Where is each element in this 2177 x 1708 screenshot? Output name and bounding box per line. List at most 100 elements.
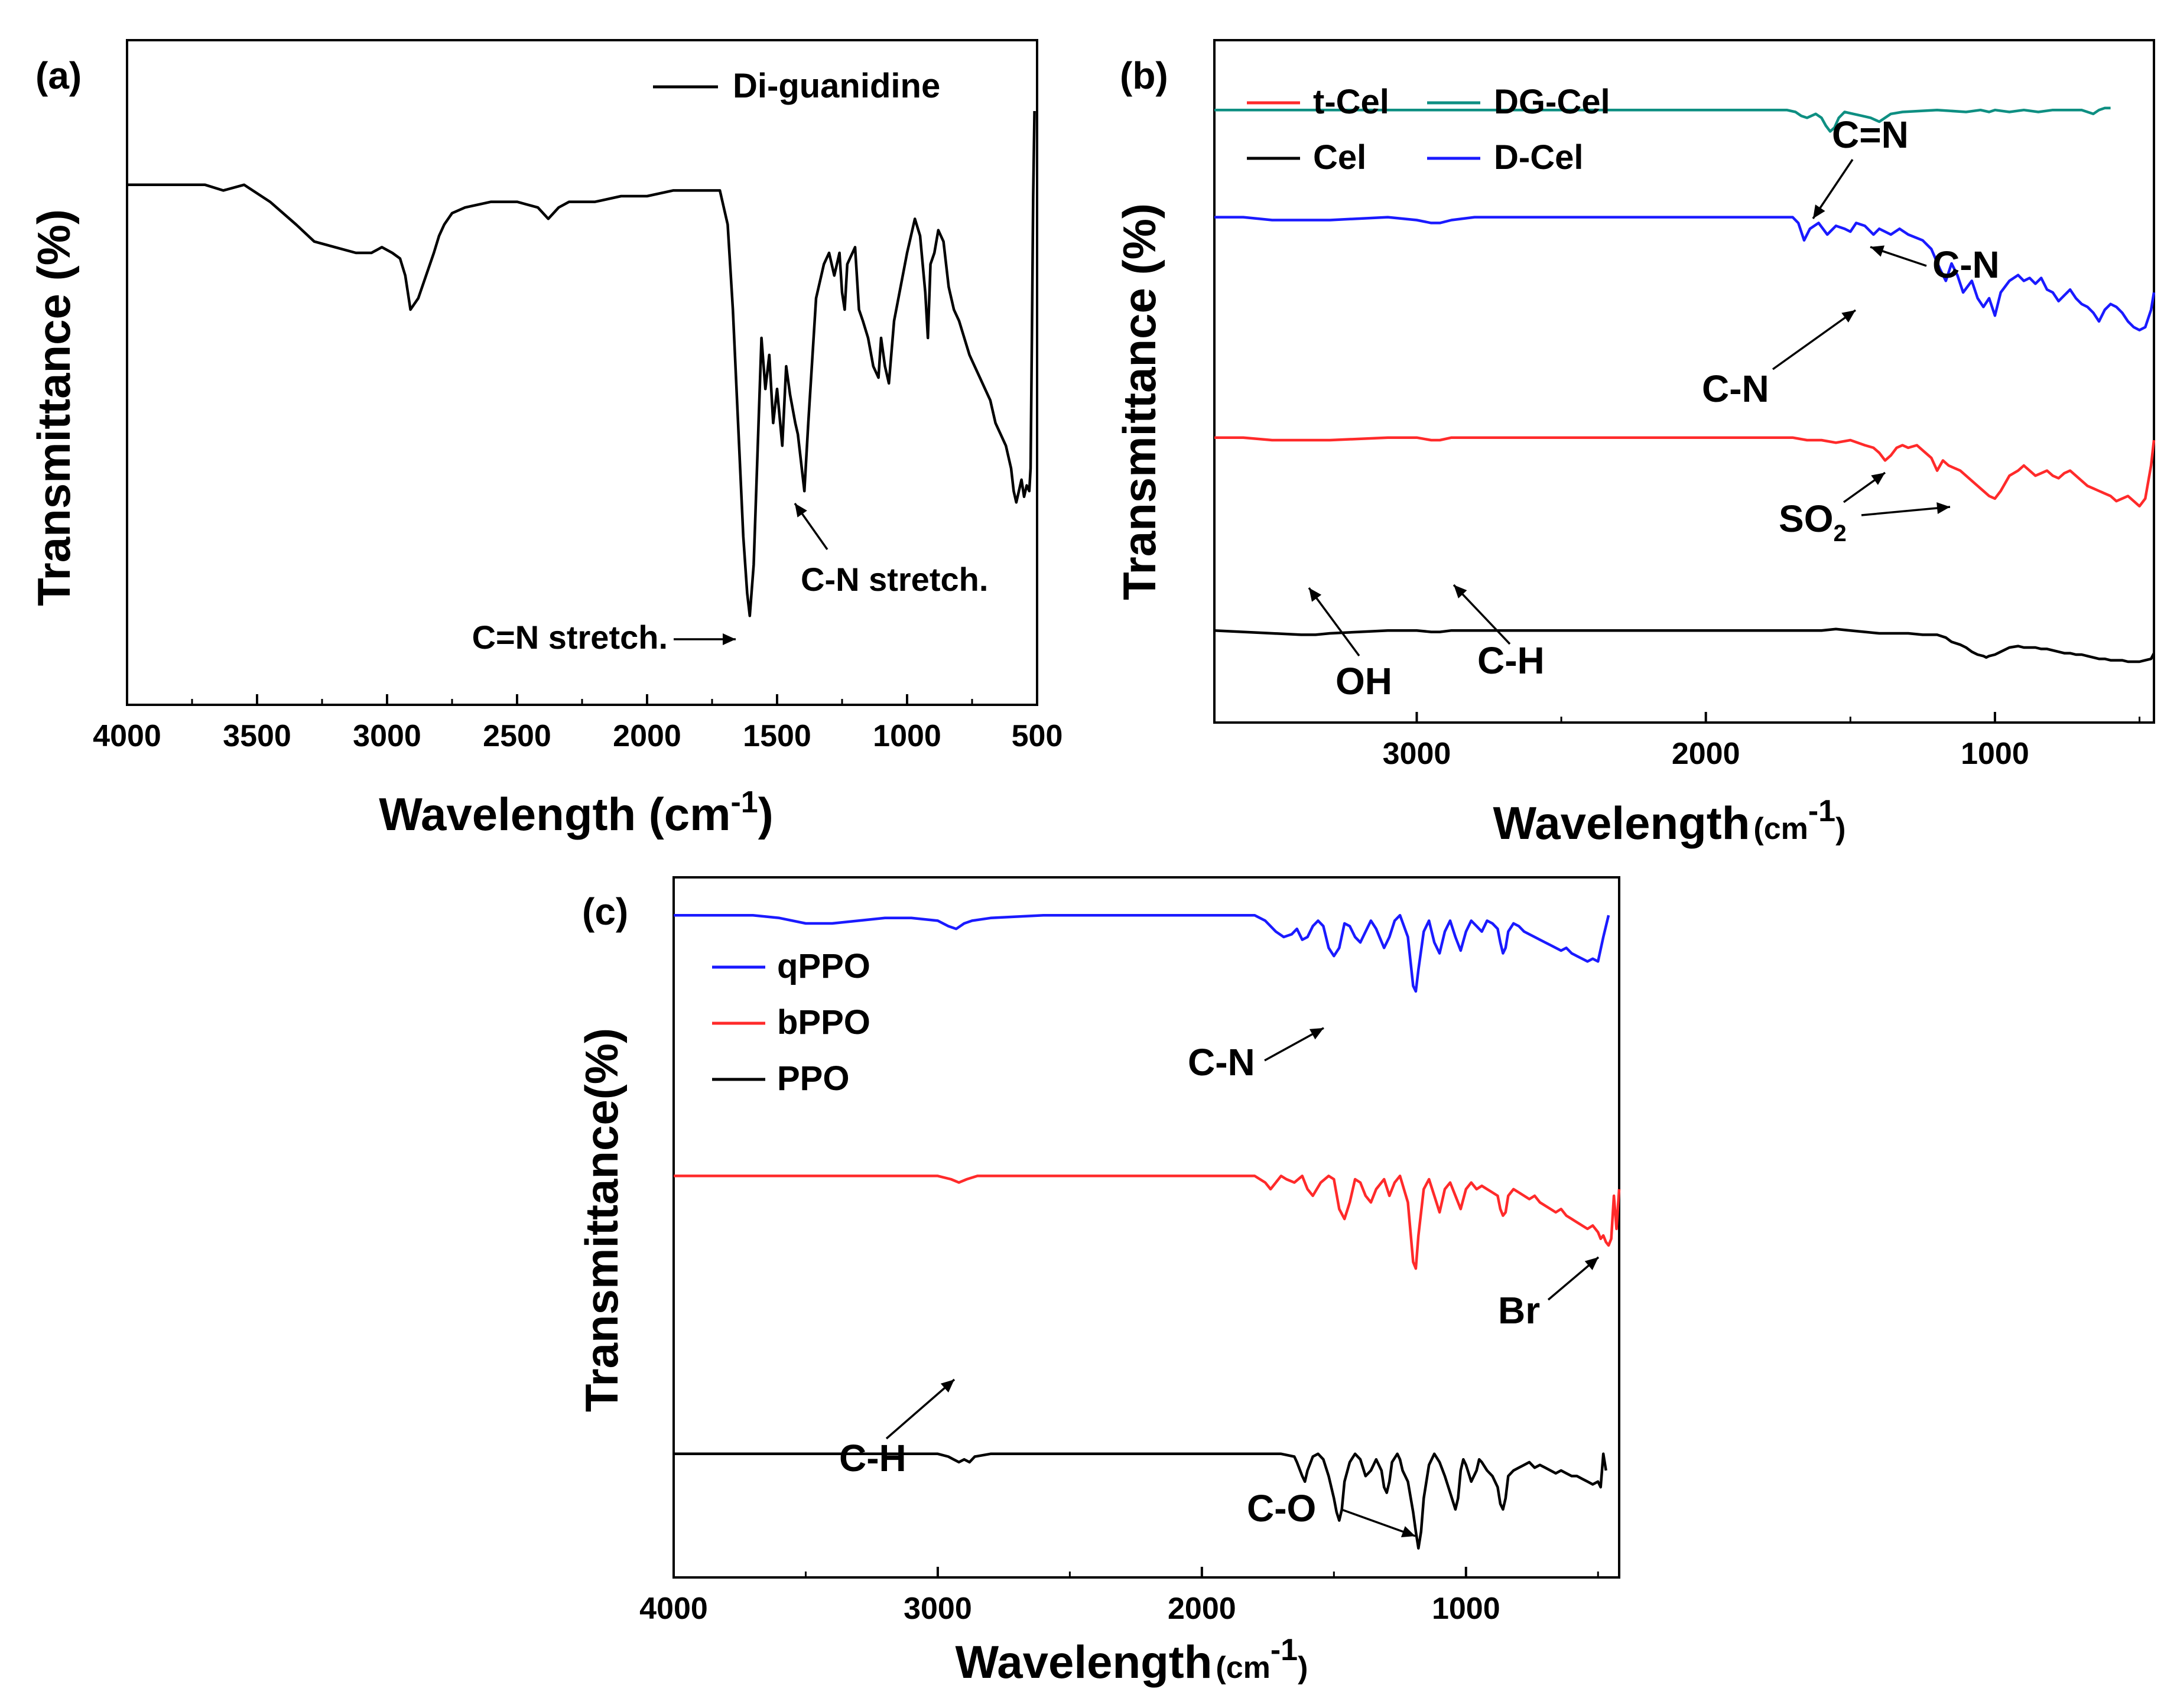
annotation-arrowhead <box>795 503 807 518</box>
annotation-label: C-O <box>1247 1487 1316 1530</box>
legend-label: D-Cel <box>1494 138 1583 177</box>
annotation-text: C=N <box>1832 113 1909 156</box>
annotation-text: C=N stretch. <box>472 619 668 656</box>
annotation-label: C-N <box>1932 243 2000 286</box>
panel-a-plot: 4000 3500 3000 2500 2000 1500 1000 500 Di-guanid… <box>93 39 1063 753</box>
plot-frame <box>1213 39 2155 724</box>
annotation-label: C-N stretch. <box>801 561 988 598</box>
annotation-arrow-line <box>1308 587 1360 657</box>
panel-c-xlabel-sup: -1 <box>1271 1633 1298 1667</box>
panel-c-plot: 4000 3000 2000 1000 qPPO bPPO PPO C-N Br C-H C-O <box>639 876 1621 1626</box>
panel-b-y-axis-title: Transmittance (%) <box>1113 203 1165 600</box>
panel-b-xlabel-close: ) <box>1835 812 1845 846</box>
annotation-arrowhead <box>1584 1257 1598 1270</box>
x-tick-label: 1000 <box>1432 1592 1500 1626</box>
annotation-label: C=N stretch. <box>472 619 668 656</box>
panel-b-ylabel: Transmittance (%) <box>1113 203 1165 600</box>
legend-label: Cel <box>1313 138 1366 177</box>
panel-a-xlabel-text: Wavelength (cm <box>379 788 730 840</box>
annotation-arrowhead <box>1454 585 1467 598</box>
series-line-d-cel <box>1214 216 2156 331</box>
panel-c-y-axis-title: Transmittance(%) <box>576 1028 628 1412</box>
annotation-text: C-N <box>1188 1041 1255 1084</box>
annotation-label: OH <box>1336 660 1392 702</box>
annotation-arrowhead <box>1309 588 1322 602</box>
annotation-arrowhead <box>1813 204 1825 219</box>
annotation-text: C-H <box>839 1437 906 1479</box>
annotation-label: SO2 <box>1779 497 1847 546</box>
x-tick-label: 1000 <box>1961 737 2029 771</box>
x-tick-label: 3000 <box>353 719 421 753</box>
series-line-ppo <box>674 1452 1607 1550</box>
annotation-text: SO <box>1779 497 1833 540</box>
panel-c-xlabel: Wavelength (cm-1) <box>956 1633 1308 1688</box>
panel-b-plot: 3000 2000 1000 t-Cel DG-Cel Cel D-Cel C=N C-N C-N… <box>1213 39 2156 771</box>
series-line-bppo <box>674 1175 1621 1270</box>
annotation-arrowhead <box>940 1380 954 1393</box>
annotation-arrow-line <box>1453 584 1511 645</box>
series-line-di-guanidine <box>127 110 1036 617</box>
legend-label: bPPO <box>777 1003 870 1042</box>
panel-c: (c) 4000 3000 2000 1000 qPPO bPPO PPO C-N Br C-H C… <box>576 876 1621 1688</box>
annotation-arrow-line <box>1341 1508 1416 1537</box>
annotation-arrowhead <box>1871 473 1885 485</box>
legend-label: Di-guanidine <box>733 67 940 105</box>
panel-c-ylabel: Transmittance(%) <box>576 1028 628 1412</box>
annotation-arrowhead <box>1936 502 1950 515</box>
annotation-subscript: 2 <box>1833 520 1846 546</box>
annotation-text: C-N <box>1702 367 1769 410</box>
legend-label: qPPO <box>777 947 870 985</box>
annotation-text: C-H <box>1477 639 1545 682</box>
panel-a: (a) 4000 3500 3000 2500 2000 1500 1000 500 Di-gu… <box>28 39 1063 840</box>
annotation-label: C-N <box>1188 1041 1255 1084</box>
annotation-arrowhead <box>1401 1526 1415 1537</box>
x-tick-label: 1500 <box>743 719 811 753</box>
annotation-arrow-line <box>1772 309 1857 370</box>
panel-c-label: (c) <box>582 890 628 933</box>
legend-label: PPO <box>777 1059 850 1098</box>
panel-c-xlabel-units: (cm <box>1216 1651 1270 1685</box>
x-tick-label: 500 <box>1012 719 1063 753</box>
panel-c-xlabel-text: Wavelength <box>956 1636 1213 1688</box>
panel-a-label: (a) <box>35 54 82 97</box>
series-line-qppo <box>674 913 1610 993</box>
x-tick-label: 1000 <box>873 719 941 753</box>
annotation-arrowhead <box>1309 1028 1324 1040</box>
panel-a-xlabel-sup: -1 <box>730 785 758 819</box>
annotation-label: C=N <box>1832 113 1909 156</box>
panel-a-xlabel: Wavelength (cm-1) <box>379 785 773 840</box>
annotation-arrowhead <box>1841 310 1856 323</box>
panel-a-y-axis-title: Transmittance (%) <box>28 209 80 606</box>
plot-frame <box>672 876 1620 1579</box>
series-line-dg-cel <box>1214 106 2111 133</box>
x-tick-label: 2000 <box>1672 737 1740 771</box>
series-line-t-cel <box>1214 436 2156 508</box>
annotation-text: C-N stretch. <box>801 561 988 598</box>
x-tick-label: 2000 <box>1168 1592 1236 1626</box>
panel-b-xlabel-units: (cm <box>1753 812 1808 846</box>
x-tick-label: 3500 <box>223 719 291 753</box>
panel-c-xlabel-close: ) <box>1298 1651 1308 1685</box>
x-tick-label: 4000 <box>93 719 161 753</box>
x-tick-label: 3000 <box>1383 737 1451 771</box>
annotation-text: C-O <box>1247 1487 1316 1530</box>
annotation-arrow-line <box>1861 506 1951 516</box>
annotation-arrow-line <box>885 1378 956 1440</box>
x-tick-label: 3000 <box>904 1592 972 1626</box>
panel-b: (b) 3000 2000 1000 t-Cel DG-Cel Cel D-Cel C=N C-… <box>1113 39 2156 849</box>
annotation-text: Br <box>1498 1289 1540 1332</box>
legend-label: t-Cel <box>1313 83 1389 121</box>
annotation-label: C-N <box>1702 367 1769 410</box>
panel-a-ylabel: Transmittance (%) <box>28 209 80 606</box>
legend-label: DG-Cel <box>1494 83 1610 121</box>
panel-b-xlabel: Wavelength (cm-1) <box>1493 794 1846 849</box>
panel-b-label: (b) <box>1120 54 1168 97</box>
series-line-cel <box>1214 627 2156 663</box>
x-tick-label: 2500 <box>483 719 551 753</box>
x-tick-label: 4000 <box>639 1592 708 1626</box>
annotation-label: C-H <box>839 1437 906 1479</box>
panel-a-xlabel-close: ) <box>758 788 774 840</box>
annotation-arrowhead <box>723 633 736 645</box>
